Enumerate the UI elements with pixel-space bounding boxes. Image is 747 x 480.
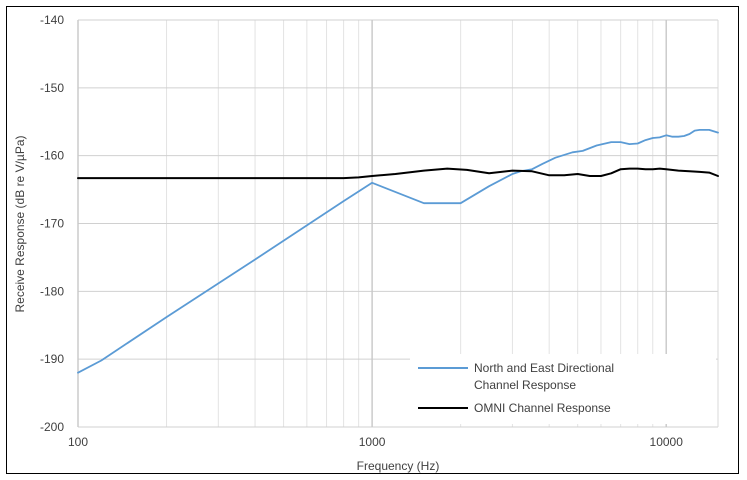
x-tick-labels: 100 1000 10000	[68, 435, 683, 449]
y-tick-label: -170	[40, 217, 64, 231]
y-tick-label: -200	[40, 420, 64, 434]
legend: North and East Directional Channel Respo…	[410, 354, 716, 424]
legend-background	[410, 354, 716, 424]
legend-label-omni: OMNI Channel Response	[474, 401, 611, 415]
y-axis-title: Receive Response (dB re V/µPa)	[13, 136, 27, 313]
x-tick-label: 10000	[650, 435, 684, 449]
legend-label-directional: North and East Directional Channel Respo…	[474, 361, 617, 392]
y-tick-label: -150	[40, 81, 64, 95]
series-line-omni	[77, 167, 719, 180]
y-tick-label: -140	[40, 13, 64, 27]
y-tick-label: -160	[40, 149, 64, 163]
y-tick-label: -190	[40, 352, 64, 366]
x-tick-label: 100	[68, 435, 88, 449]
x-axis-title: Frequency (Hz)	[357, 459, 440, 473]
y-tick-label: -180	[40, 284, 64, 298]
series-line-directional	[77, 128, 719, 374]
y-tick-labels: -140 -150 -160 -170 -180 -190 -200	[40, 13, 64, 434]
series-layer	[77, 128, 719, 374]
x-tick-label: 1000	[359, 435, 386, 449]
